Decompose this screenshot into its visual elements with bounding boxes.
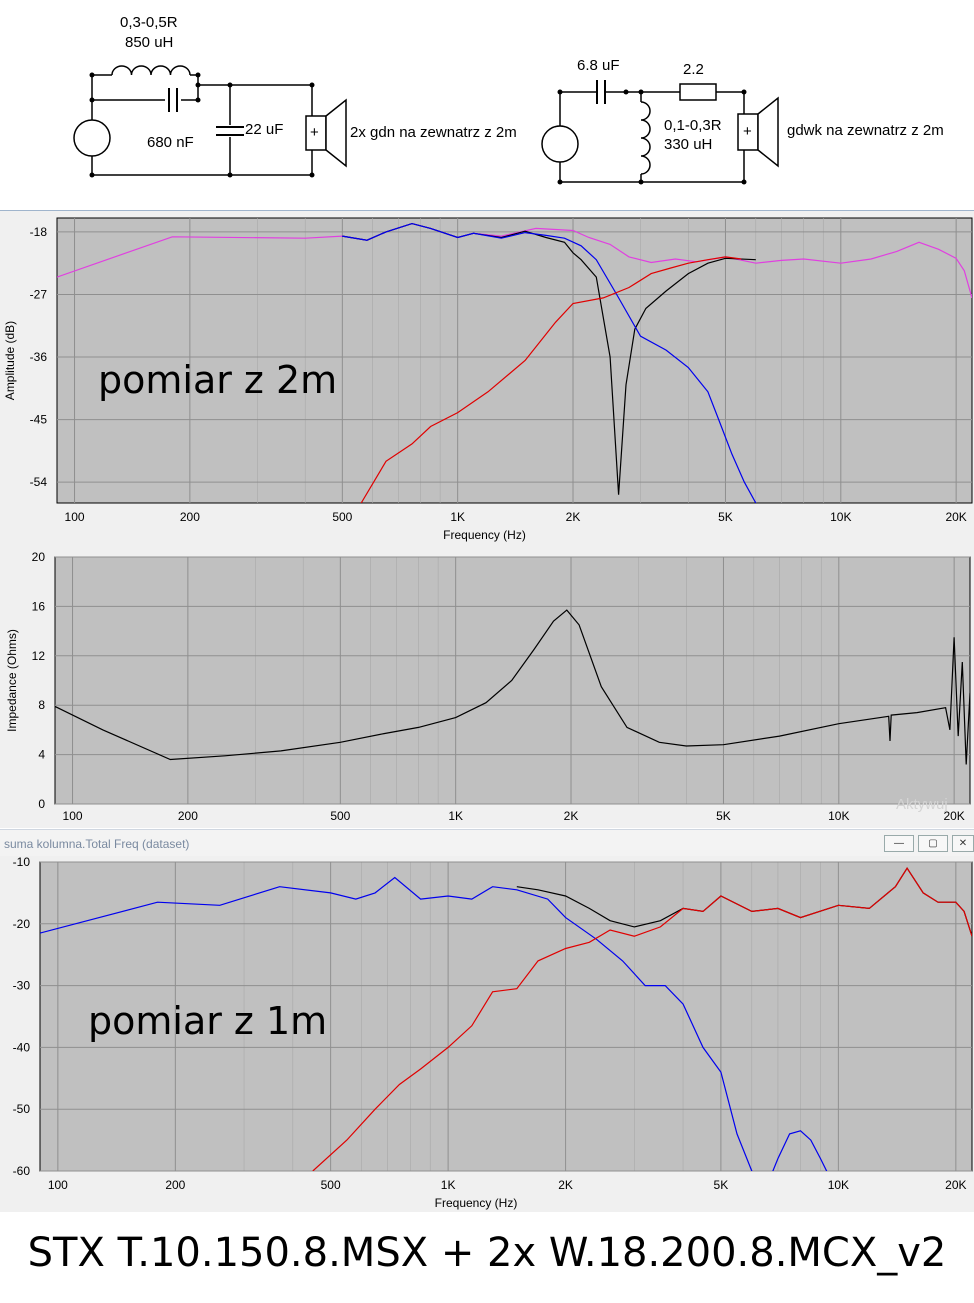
inductor-left-value: 850 uH (125, 34, 174, 51)
cap-series-value: 6.8 uF (577, 57, 620, 74)
plot-area (54, 556, 971, 805)
inductor-right-value: 330 uH (664, 136, 713, 153)
y-tick-label: -50 (13, 1102, 31, 1116)
measurement-note-1m: pomiar z 1m (88, 999, 328, 1043)
y-tick-label: 4 (38, 748, 45, 762)
y-tick-label: -36 (30, 350, 48, 364)
y-tick-label: 8 (38, 698, 45, 712)
amplitude-chart-1m-svg: 100 200 500 1K 2K 5K 10K 20K -10 -20 -30 -40 -50 -60 F… (13, 855, 973, 1210)
capacitor-22uf (216, 126, 244, 136)
x-tick-label: 1K (450, 510, 465, 524)
x-tick-label: 1K (448, 809, 463, 823)
impedance-chart-svg: 100 200 500 1K 2K 5K 10K 20K 0 4 8 12 16 20 Impedance … (5, 550, 971, 823)
y-tick-label: -40 (13, 1040, 31, 1054)
x-tick-label: 5K (716, 809, 731, 823)
cap-shunt-value: 22 uF (245, 121, 284, 138)
x-tick-label: 100 (63, 809, 83, 823)
signal-source-right (541, 125, 579, 163)
x-tick-label: 20K (945, 510, 966, 524)
x-tick-label: 2K (566, 510, 581, 524)
x-tick-label: 500 (330, 809, 350, 823)
series-line-red (312, 867, 972, 1171)
y-tick-label: -60 (13, 1164, 31, 1178)
y-tick-label: -20 (13, 917, 31, 931)
amplitude-chart-2m-svg: 100 200 500 1K 2K 5K 10K 20K -18 -27 -36 -45 -54 Freq… (3, 217, 973, 542)
tweeter-speaker-label: gdwk na zewnatrz z 2m (787, 122, 944, 139)
speaker-plus-right: + (743, 123, 752, 140)
junction-dots-left (89, 72, 315, 178)
capacitor-6-8uf (596, 80, 606, 104)
y-tick-label: 0 (38, 797, 45, 811)
y-tick-label: 16 (32, 599, 46, 613)
y-tick-label: -18 (30, 225, 48, 239)
amplitude-chart-2m: 100 200 500 1K 2K 5K 10K 20K -18 -27 -36 -45 -54 Freq… (0, 210, 974, 549)
x-tick-label: 500 (332, 510, 352, 524)
x-axis-title: Frequency (Hz) (443, 528, 526, 542)
x-tick-label: 2K (558, 1178, 573, 1192)
window-title: suma kolumna.Total Freq (dataset) (4, 837, 190, 851)
y-tick-label: -30 (13, 979, 31, 993)
x-tick-label: 2K (564, 809, 579, 823)
x-tick-label: 10K (830, 510, 851, 524)
x-axis-title: Frequency (Hz) (435, 1196, 518, 1210)
y-axis-title: Amplitude (dB) (3, 321, 17, 400)
x-tick-label: 200 (178, 809, 198, 823)
speaker-icon-woofers (305, 98, 347, 168)
series-line-blue (342, 222, 757, 503)
x-tick-label: 20K (943, 809, 964, 823)
x-tick-label: 100 (65, 510, 85, 524)
resistor-2-2 (679, 83, 717, 101)
x-tick-label: 500 (321, 1178, 341, 1192)
resistor-value: 2.2 (683, 61, 704, 78)
woofer-speaker-label: 2x gdn na zewnatrz z 2m (350, 124, 517, 141)
y-tick-label: 12 (32, 649, 46, 663)
inductor-left-resistance: 0,3-0,5R (120, 14, 178, 31)
speaker-plus-left: + (310, 124, 319, 141)
x-tick-label: 100 (48, 1178, 68, 1192)
junction-dots-right (557, 89, 747, 185)
inductor-330uh (640, 101, 651, 175)
signal-source-left (73, 119, 111, 157)
y-tick-label: 20 (32, 550, 46, 564)
x-tick-label: 200 (165, 1178, 185, 1192)
maximize-button[interactable]: ▢ (918, 835, 948, 852)
crossover-schematic: 0,3-0,5R 850 uH 680 nF 22 uF + 2x gdn na… (0, 0, 974, 210)
series-line-black (55, 609, 970, 765)
inductor-right-resistance: 0,1-0,3R (664, 117, 722, 134)
impedance-chart: 100 200 500 1K 2K 5K 10K 20K 0 4 8 12 16 20 Impedance … (0, 548, 974, 828)
series-line-blue (40, 876, 828, 1171)
y-axis-title: Impedance (Ohms) (5, 629, 19, 732)
dataset-window-titlebar[interactable]: suma kolumna.Total Freq (dataset) — ▢ ✕ (0, 829, 974, 857)
schematic-drawing (0, 0, 974, 210)
amplitude-chart-1m: 100 200 500 1K 2K 5K 10K 20K -10 -20 -30 -40 -50 -60 F… (0, 855, 974, 1212)
x-tick-label: 20K (945, 1178, 966, 1192)
speaker-icon-tweeter (737, 96, 779, 168)
capacitor-680nf (168, 88, 178, 112)
activation-watermark: Aktywuj (896, 796, 948, 813)
close-button[interactable]: ✕ (952, 835, 974, 852)
series-line-red (360, 256, 742, 503)
plot-area (39, 861, 973, 1172)
y-tick-label: -10 (13, 856, 31, 869)
y-tick-label: -45 (30, 413, 48, 427)
speaker-model-caption: STX T.10.150.8.MSX + 2x W.18.200.8.MCX_v… (27, 1230, 947, 1276)
minimize-button[interactable]: — (884, 835, 914, 852)
plot-area (56, 217, 973, 504)
y-tick-label: -54 (30, 475, 48, 489)
y-tick-label: -27 (30, 287, 48, 301)
x-tick-label: 10K (828, 1178, 849, 1192)
x-tick-label: 5K (718, 510, 733, 524)
x-tick-label: 10K (828, 809, 849, 823)
measurement-note-2m: pomiar z 2m (98, 358, 338, 402)
woofer-filter-wiring (91, 74, 313, 176)
x-tick-label: 200 (180, 510, 200, 524)
cap-parallel-value: 680 nF (147, 134, 194, 151)
inductor-850uh (111, 65, 191, 76)
x-tick-label: 5K (714, 1178, 729, 1192)
x-tick-label: 1K (441, 1178, 456, 1192)
